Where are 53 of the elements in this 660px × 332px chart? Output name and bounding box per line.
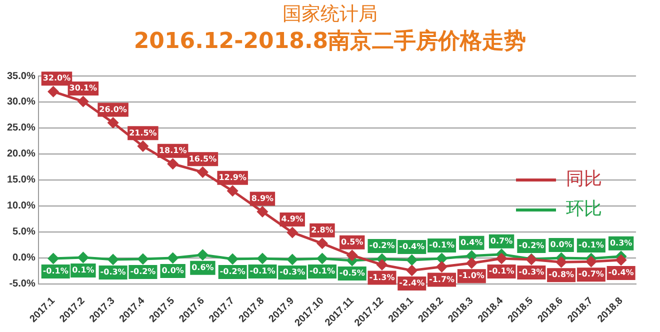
- data-label: -1.0%: [458, 271, 484, 280]
- data-label: -0.2%: [130, 267, 156, 276]
- data-label: -1.7%: [429, 274, 455, 284]
- y-tick-label: 20.0%: [6, 148, 36, 160]
- data-label: 0.3%: [610, 238, 632, 248]
- y-tick-label: 30.0%: [6, 96, 36, 108]
- data-label: -0.3%: [100, 268, 126, 277]
- data-label: 0.6%: [192, 262, 214, 272]
- data-label: -0.2%: [518, 241, 544, 250]
- data-label: -1.3%: [369, 272, 395, 282]
- data-label: 0.5%: [341, 237, 364, 246]
- y-tick-label: -5.0%: [9, 278, 36, 290]
- data-label: -2.4%: [399, 278, 425, 288]
- data-label: 0.1%: [72, 266, 94, 275]
- data-label: 18.1%: [158, 146, 187, 155]
- y-tick-label: 0.0%: [12, 252, 36, 264]
- data-label: -0.8%: [548, 270, 574, 280]
- data-label: 32.0%: [42, 74, 71, 83]
- chart-subtitle: 2016.12-2018.8南京二手房价格走势: [132, 28, 528, 56]
- data-label: 30.1%: [69, 84, 98, 93]
- data-label: -0.3%: [280, 268, 306, 277]
- legend-label: 环比: [566, 198, 602, 220]
- data-label: -0.5%: [339, 268, 365, 278]
- data-label: 4.9%: [281, 214, 304, 224]
- data-label: 8.9%: [251, 194, 274, 203]
- y-tick-label: 5.0%: [12, 226, 36, 238]
- data-label: 0.4%: [460, 238, 483, 247]
- data-label: 0.7%: [490, 236, 513, 246]
- data-label: -0.1%: [578, 240, 604, 250]
- data-label: -0.7%: [578, 270, 604, 279]
- data-label: 26.0%: [99, 104, 127, 114]
- y-tick-label: 35.0%: [6, 70, 36, 82]
- data-label: 21.5%: [129, 128, 157, 138]
- data-label: 0.0%: [162, 266, 184, 276]
- y-tick-label: 15.0%: [6, 174, 36, 186]
- chart-title: 国家统计局: [282, 2, 378, 26]
- y-tick-label: 25.0%: [6, 122, 36, 134]
- data-label: 16.5%: [188, 154, 217, 164]
- data-label: -0.1%: [488, 266, 514, 276]
- data-label: 2.8%: [311, 225, 334, 234]
- data-label: -0.4%: [399, 242, 425, 252]
- data-label: -0.1%: [42, 266, 68, 276]
- data-label: -0.1%: [250, 266, 276, 276]
- data-label: 0.0%: [550, 240, 572, 250]
- data-label: -0.2%: [220, 267, 246, 276]
- data-label: -0.2%: [369, 241, 395, 250]
- data-label: 12.9%: [218, 172, 246, 182]
- data-label: -0.1%: [429, 240, 455, 250]
- y-tick-label: 10.0%: [6, 200, 36, 212]
- data-label: -0.4%: [608, 268, 634, 278]
- legend-label: 同比: [566, 168, 602, 190]
- data-label: -0.3%: [518, 268, 544, 277]
- data-label: -0.1%: [309, 266, 335, 276]
